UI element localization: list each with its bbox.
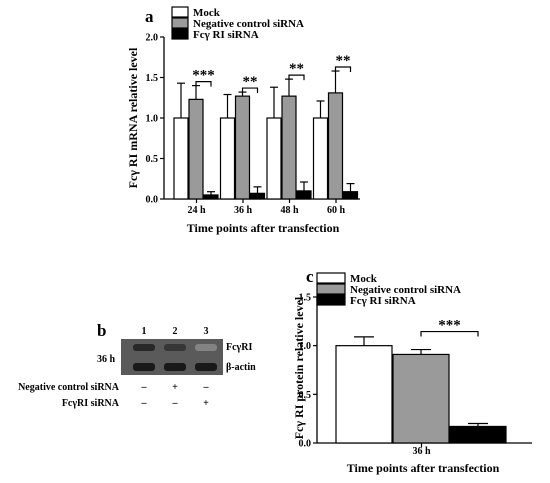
- fcgri-band: [195, 344, 217, 351]
- a-bar: [203, 194, 219, 200]
- c-legend-label: Negative control siRNA: [350, 284, 461, 296]
- band-label-actin: β-actin: [226, 362, 256, 373]
- c-legend-swatch: [316, 272, 346, 284]
- a-bar: [234, 95, 251, 200]
- a-legend-label: Fcγ RI siRNA: [193, 29, 259, 41]
- row1-mark-lane1: –: [141, 382, 148, 393]
- a-significance-stars: **: [243, 74, 258, 90]
- a-bar: [219, 117, 236, 200]
- c-bar: [449, 425, 507, 444]
- a-significance-bracket: [334, 66, 352, 73]
- row-label-fcgri-sirna: FcγRI siRNA: [62, 398, 120, 409]
- c-y-tick-label: 1.0: [299, 341, 312, 352]
- blot-time-label: 36 h: [97, 354, 116, 365]
- a-bar: [296, 190, 312, 200]
- a-y-tick-label: 1.0: [146, 114, 159, 125]
- a-x-tick-label: 48 h: [280, 205, 299, 216]
- a-significance-stars: **: [289, 61, 304, 77]
- panel-c-bars: ***: [335, 318, 507, 444]
- actin-band: [133, 363, 155, 371]
- a-x-tick-label: 24 h: [187, 205, 206, 216]
- c-y-tick-label: 1.5: [299, 293, 312, 304]
- a-significance-bracket: [195, 81, 212, 87]
- c-legend-swatch: [316, 294, 346, 306]
- a-bar: [249, 192, 266, 200]
- lane-label-3: 3: [204, 326, 209, 337]
- fcgri-band: [133, 344, 155, 351]
- a-bar: [281, 95, 297, 200]
- row2-mark-lane3: +: [203, 398, 209, 409]
- fcgri-band: [164, 344, 186, 351]
- a-legend-label: Mock: [193, 7, 221, 19]
- panel-c-y-axis-label: Fcγ RI protein relative level: [292, 296, 306, 439]
- panel-c-x-axis-label: Time points after transfection: [347, 461, 500, 475]
- a-significance-stars: **: [336, 53, 351, 69]
- a-significance-bracket: [241, 87, 259, 94]
- c-bar: [335, 345, 393, 444]
- a-legend-swatch: [171, 6, 189, 18]
- actin-band: [164, 363, 186, 371]
- c-significance-stars: ***: [438, 318, 461, 334]
- row2-mark-lane1: –: [141, 398, 148, 409]
- a-legend-swatch: [171, 28, 189, 40]
- panel-a-y-axis-label: Fcγ RI mRNA relative level: [126, 47, 140, 188]
- row1-mark-lane2: +: [172, 382, 178, 393]
- a-legend-label: Negative control siRNA: [193, 18, 304, 30]
- c-bar: [392, 353, 450, 444]
- row2-mark-lane2: –: [172, 398, 179, 409]
- panel-a-label: a: [145, 7, 154, 26]
- c-legend-label: Mock: [350, 273, 378, 285]
- a-significance-bracket: [288, 74, 305, 81]
- a-bar: [266, 117, 282, 200]
- c-significance-bracket: [420, 330, 479, 337]
- c-legend-label: Fcγ RI siRNA: [350, 295, 416, 307]
- row1-mark-lane3: –: [203, 382, 210, 393]
- row-label-negative-control: Negative control siRNA: [18, 382, 120, 393]
- lane-label-1: 1: [142, 326, 147, 337]
- a-y-tick-label: 0.0: [146, 195, 159, 206]
- a-legend-swatch: [171, 17, 189, 29]
- c-legend-swatch: [316, 283, 346, 295]
- a-y-tick-label: 0.5: [146, 154, 159, 165]
- a-bar: [342, 191, 359, 200]
- a-x-tick-label: 60 h: [327, 205, 346, 216]
- lane-label-2: 2: [173, 326, 178, 337]
- blot-bands: [133, 344, 217, 371]
- panel-b-western-blot: b 1 2 3 FcγRI β-actin 36 h Negative cont…: [18, 321, 256, 409]
- c-x-tick-label: 36 h: [412, 446, 431, 457]
- a-bar: [173, 117, 189, 200]
- a-significance-stars: ***: [192, 68, 215, 84]
- band-label-fcgri: FcγRI: [226, 342, 252, 353]
- c-y-tick-label: 0.0: [299, 439, 312, 450]
- a-bar: [312, 117, 329, 200]
- panel-a-bars: *** ******: [173, 53, 359, 200]
- a-bar: [188, 98, 204, 200]
- a-x-tick-label: 36 h: [234, 205, 253, 216]
- a-y-tick-label: 1.5: [146, 73, 159, 84]
- a-y-tick-label: 2.0: [146, 33, 159, 44]
- actin-band: [195, 363, 217, 371]
- panel-b-label: b: [97, 321, 106, 340]
- panel-c-label: c: [306, 267, 314, 286]
- panel-a-x-axis-label: Time points after transfection: [187, 221, 340, 235]
- a-bar: [327, 92, 344, 200]
- c-y-tick-label: 0.5: [299, 390, 312, 401]
